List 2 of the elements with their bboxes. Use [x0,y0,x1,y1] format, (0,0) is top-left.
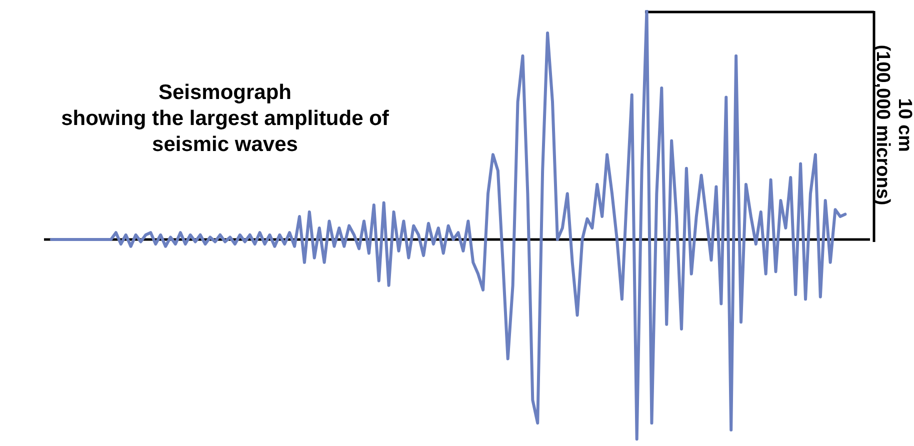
text: Seismograph showing the largest amplitude of seismic waves [60,80,390,158]
text: 10 cm (100,000 microns) [871,44,914,208]
